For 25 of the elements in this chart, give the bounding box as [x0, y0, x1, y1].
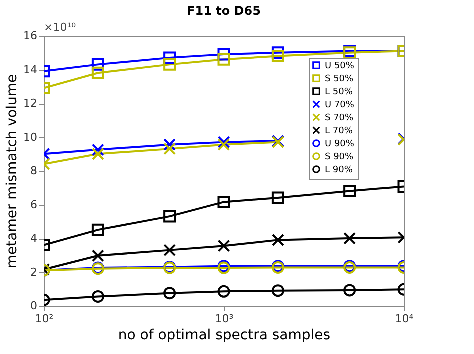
y-tick-label: 14 [24, 63, 38, 76]
y-tick-label: 16 [24, 30, 38, 42]
y-tick-label: 12 [24, 97, 38, 110]
legend-label: U 90% [325, 140, 355, 150]
x-axis-title: no of optimal spectra samples [118, 328, 331, 344]
legend-label: U 50% [325, 62, 355, 72]
legend-label: S 90% [325, 152, 354, 162]
x-tick-label: 10³ [215, 312, 234, 326]
y-tick-label: 4 [30, 232, 38, 245]
legend-label: L 50% [325, 88, 354, 98]
y-tick-label: 8 [30, 164, 38, 178]
y-tick-label: 6 [30, 198, 38, 212]
legend-label: U 70% [325, 100, 355, 110]
legend-label: L 70% [325, 126, 354, 136]
y-tick-label: 0 [30, 300, 38, 312]
legend-label: L 90% [325, 166, 354, 176]
text: ×10¹⁰ [44, 21, 77, 34]
y-tick-label: 10 [24, 130, 38, 144]
x-tick-label: 10⁴ [395, 312, 414, 326]
legend-label: S 50% [325, 74, 354, 84]
y-tick-label: 2 [30, 266, 38, 279]
y-axis-title: metamer mismatch volume [4, 74, 21, 269]
x-tick-label: 10² [35, 312, 54, 326]
chart-title: F11 to D65 [187, 4, 261, 18]
legend-label: S 70% [325, 114, 354, 124]
